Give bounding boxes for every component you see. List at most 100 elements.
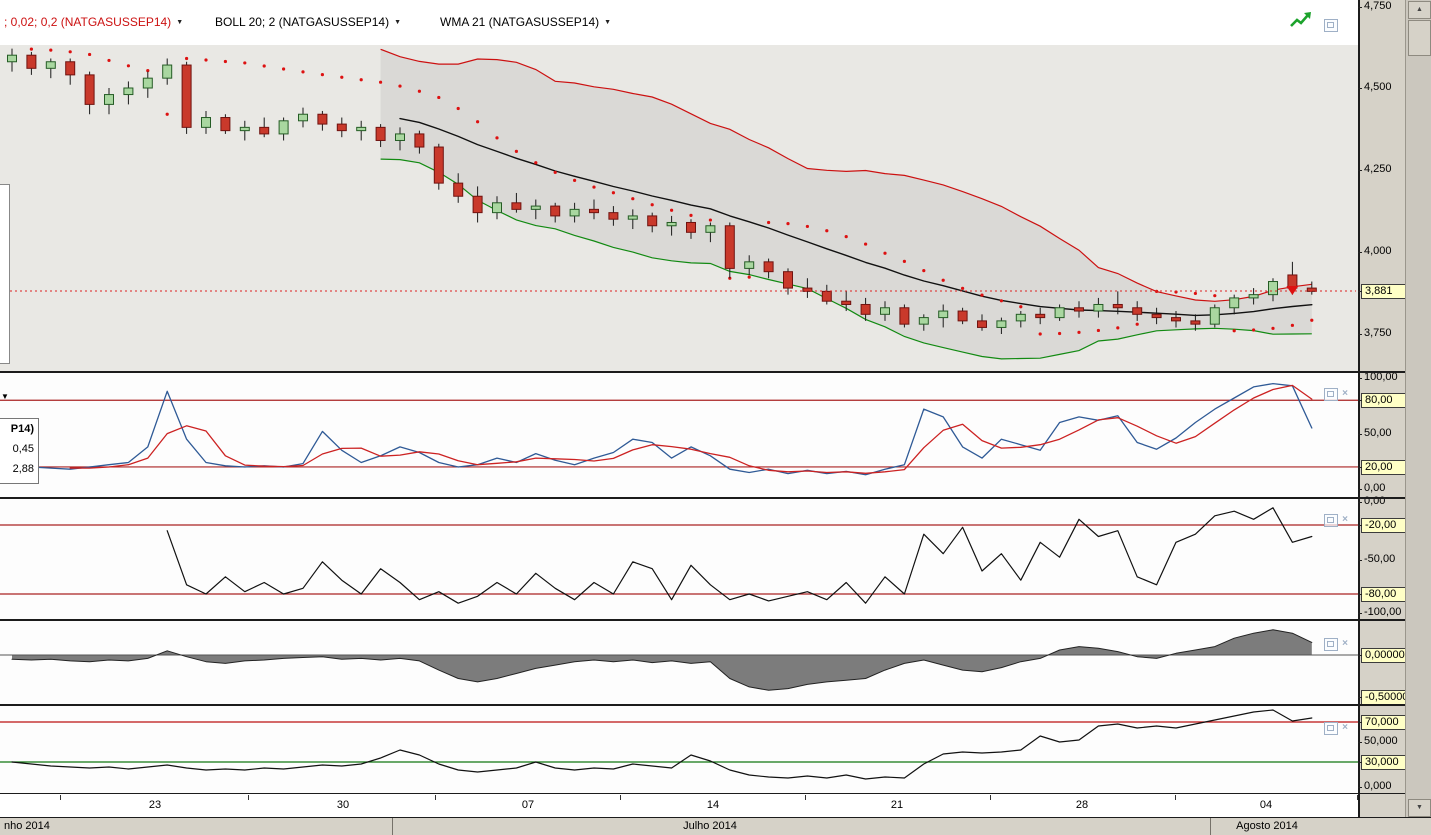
candle-down <box>84 74 95 105</box>
axis-tick <box>1358 334 1362 335</box>
axis-tick <box>1358 787 1362 788</box>
chevron-down-icon[interactable]: ▼ <box>604 18 612 26</box>
psar-dot <box>961 286 965 290</box>
psar-dot <box>398 84 402 88</box>
psar-dot <box>844 235 848 239</box>
axis-tick <box>1358 697 1362 698</box>
chevron-down-icon[interactable]: ▼ <box>1 392 9 401</box>
panel-separator[interactable] <box>0 497 1405 499</box>
candle-down <box>977 320 987 328</box>
date-tick <box>990 795 991 800</box>
candle-up <box>1209 307 1220 325</box>
candle-down <box>1112 303 1123 309</box>
date-tick <box>805 795 806 800</box>
vertical-scrollbar[interactable]: ▲ ▼ <box>1405 0 1431 817</box>
candle-up <box>492 202 502 214</box>
rsi-panel[interactable] <box>0 707 1358 793</box>
close-panel-icon[interactable]: × <box>1342 722 1348 733</box>
month-label: nho 2014 <box>4 820 50 832</box>
main-price-chart[interactable] <box>0 0 1358 372</box>
candle-down <box>957 310 968 322</box>
month-bar <box>0 818 1431 835</box>
sell-arrow-marker <box>1286 286 1299 296</box>
psar-dot <box>107 58 111 63</box>
axis-label: 4,250 <box>1364 163 1392 175</box>
candle-down <box>821 290 832 302</box>
axis-tick <box>1358 613 1362 614</box>
candle-down <box>375 126 386 141</box>
scrollbar-thumb[interactable] <box>1408 20 1431 56</box>
panel-separator[interactable] <box>0 704 1405 706</box>
indicator-wma-dropdown[interactable]: WMA 21 (NATGASUSSEP14) ▼ <box>440 14 611 30</box>
scroll-up-button[interactable]: ▲ <box>1408 1 1431 19</box>
candle-down <box>589 208 599 214</box>
candle-up <box>356 126 367 132</box>
psar-dot <box>902 259 907 263</box>
axis-label: 0,00 <box>1364 482 1386 495</box>
stochastic-panel[interactable] <box>0 374 1358 497</box>
psar-dot <box>1290 323 1294 327</box>
legend-value-2: 2,88 <box>12 463 34 475</box>
indicator-wma-label: WMA 21 (NATGASUSSEP14) <box>440 15 600 29</box>
psar-dot <box>1310 318 1314 322</box>
axis-label: -100,00 <box>1364 606 1402 618</box>
candle-down <box>433 146 444 184</box>
oscillator-area-panel[interactable] <box>0 622 1358 704</box>
chevron-down-icon[interactable]: ▼ <box>176 18 184 26</box>
psar-dot <box>1252 328 1256 332</box>
axis-label: 50,000 <box>1364 735 1398 747</box>
trend-arrow-icon[interactable] <box>1288 10 1314 32</box>
psar-dot <box>126 64 130 68</box>
candle-up <box>918 317 929 325</box>
date-tick <box>60 795 61 800</box>
candle-down <box>26 54 37 69</box>
psar-dot <box>476 120 480 124</box>
date-label: 07 <box>521 799 535 811</box>
psar-dot <box>262 64 266 68</box>
axis-tick <box>1358 378 1362 379</box>
candle-down <box>259 126 270 135</box>
chevron-down-icon[interactable]: ▼ <box>394 18 402 26</box>
scroll-down-button[interactable]: ▼ <box>1408 799 1431 817</box>
close-panel-icon[interactable]: × <box>1342 638 1348 649</box>
candle-up <box>938 310 949 319</box>
indicator-boll-dropdown[interactable]: BOLL 20; 2 (NATGASUSSEP14) ▼ <box>215 14 401 30</box>
panel-separator[interactable] <box>0 371 1405 373</box>
restore-panel-icon[interactable] <box>1324 722 1338 735</box>
candle-down <box>647 215 658 227</box>
month-divider <box>1210 818 1211 835</box>
williams-r-panel[interactable] <box>0 500 1358 619</box>
axis-label: 100,00 <box>1364 371 1398 383</box>
axis-label: 3,750 <box>1364 327 1392 339</box>
candle-up <box>123 87 134 96</box>
restore-panel-icon[interactable] <box>1324 514 1338 527</box>
axis-tick <box>1358 466 1362 468</box>
rsi-line <box>11 709 1313 780</box>
docked-window-edge <box>0 184 10 364</box>
stoch-d-line <box>69 384 1313 474</box>
month-label: Agosto 2014 <box>1236 820 1298 832</box>
restore-panel-icon[interactable] <box>1324 19 1338 32</box>
candle-up <box>1093 303 1104 312</box>
indicator-sar-dropdown[interactable]: ; 0,02; 0,2 (NATGASUSSEP14) ▼ <box>4 14 183 30</box>
psar-dot <box>1038 332 1042 336</box>
psar-dot <box>68 50 72 54</box>
close-panel-icon[interactable]: × <box>1342 388 1348 399</box>
psar-dot <box>767 220 771 225</box>
restore-panel-icon[interactable] <box>1324 388 1338 401</box>
psar-dot <box>825 229 829 233</box>
psar-dot <box>805 224 810 229</box>
axis-value-box: 70,000 <box>1361 715 1407 730</box>
psar-dot <box>49 48 53 52</box>
axis-value-box: -0,50000 <box>1361 690 1408 705</box>
panel5-background <box>0 706 1358 793</box>
psar-dot <box>223 59 227 64</box>
close-panel-icon[interactable]: × <box>1342 514 1348 525</box>
candle-down <box>899 307 910 325</box>
psar-dot <box>165 112 169 116</box>
psar-dot <box>592 185 596 189</box>
psar-dot <box>650 203 654 207</box>
panel-separator[interactable] <box>0 619 1405 621</box>
restore-panel-icon[interactable] <box>1324 638 1338 651</box>
axis-value-box: -20,00 <box>1361 518 1407 533</box>
